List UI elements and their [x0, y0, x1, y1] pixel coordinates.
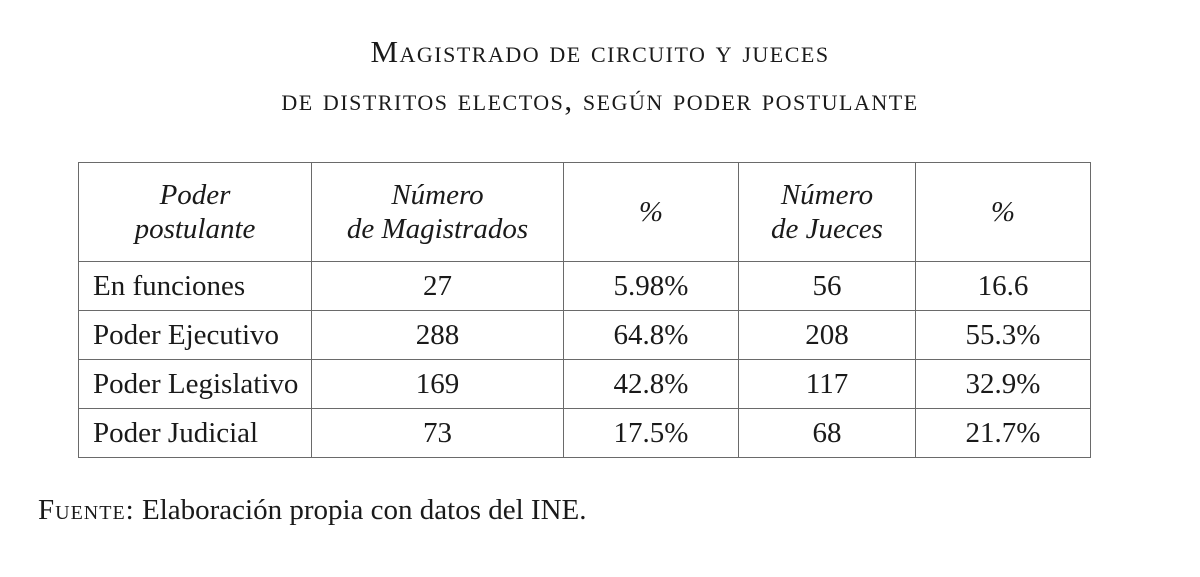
- table-row: Poder Legislativo 169 42.8% 117 32.9%: [78, 359, 1091, 409]
- table-cell: 55.3%: [915, 310, 1091, 360]
- table-cell: 73: [311, 408, 564, 458]
- source-label: Fuente:: [38, 494, 135, 526]
- table-cell: 5.98%: [563, 261, 739, 311]
- table-row: Poder Ejecutivo 288 64.8% 208 55.3%: [78, 310, 1091, 360]
- row-label: Poder Ejecutivo: [78, 310, 312, 360]
- source-note: Fuente: Elaboración propia con datos del…: [38, 494, 587, 527]
- header-cell: Número de Jueces: [738, 162, 916, 262]
- header-line: postulante: [134, 213, 256, 245]
- header-line: Poder: [159, 179, 231, 211]
- source-text: Elaboración propia con datos del INE.: [141, 494, 587, 526]
- header-line: de Magistrados: [346, 213, 529, 245]
- header-cell: Número de Magistrados: [311, 162, 564, 262]
- table-cell: 288: [311, 310, 564, 360]
- row-label: Poder Legislativo: [78, 359, 312, 409]
- data-table: Poder postulante Número de Magistrados% Núme…: [78, 162, 1091, 458]
- table-cell: 17.5%: [563, 408, 739, 458]
- table-body: En funciones 27 5.98% 56 16.6 Poder Ejecutivo…: [78, 261, 1091, 458]
- title-line: de distritos electos, según poder postul…: [281, 82, 919, 117]
- row-label: En funciones: [78, 261, 312, 311]
- table-cell: 56: [738, 261, 916, 311]
- table-cell: 27: [311, 261, 564, 311]
- table-row: Poder Judicial 73 17.5% 68 21.7%: [78, 408, 1091, 458]
- header-line: %: [638, 196, 664, 228]
- header-cell: %: [915, 162, 1091, 262]
- table-cell: 32.9%: [915, 359, 1091, 409]
- title-line: Magistrado de circuito y jueces: [370, 34, 830, 69]
- header-line: Número: [391, 179, 484, 211]
- table-cell: 208: [738, 310, 916, 360]
- header-cell: Poder postulante: [78, 162, 312, 262]
- table-cell: 117: [738, 359, 916, 409]
- header-line: %: [990, 196, 1016, 228]
- table-cell: 64.8%: [563, 310, 739, 360]
- header-cell: %: [563, 162, 739, 262]
- table-cell: 21.7%: [915, 408, 1091, 458]
- header-line: Número: [780, 179, 874, 211]
- table-cell: 42.8%: [563, 359, 739, 409]
- row-label: Poder Judicial: [78, 408, 312, 458]
- table-row: En funciones 27 5.98% 56 16.6: [78, 261, 1091, 311]
- header-line: de Jueces: [771, 213, 883, 245]
- table-cell: 68: [738, 408, 916, 458]
- table-cell: 169: [311, 359, 564, 409]
- header-row: Poder postulante Número de Magistrados% Núme…: [78, 162, 1091, 262]
- table-cell: 16.6: [915, 261, 1091, 311]
